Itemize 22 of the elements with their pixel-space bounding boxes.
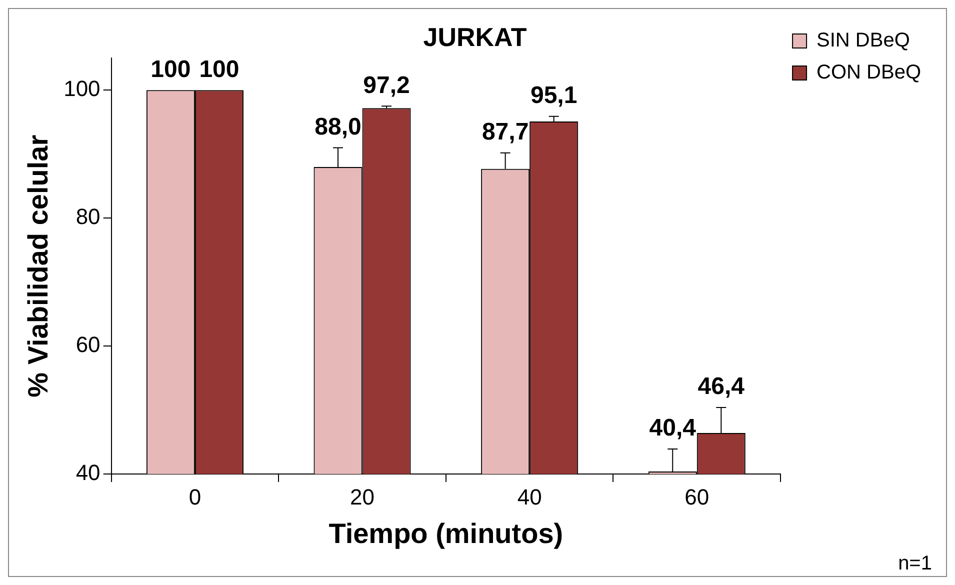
x-tick-label: 40 (517, 484, 542, 510)
data-label: 95,1 (530, 82, 578, 110)
x-axis-title: Tiempo (minutos) (328, 518, 564, 549)
y-axis-title: % Viabilidad celular (22, 134, 54, 398)
y-tick-label: 40 (76, 460, 100, 486)
data-label: 100 (150, 56, 191, 83)
x-tick-label: 0 (188, 484, 202, 510)
y-tick-label: 100 (64, 76, 100, 102)
y-tick-label: 60 (76, 332, 100, 358)
chart-title: JURKAT (423, 22, 527, 52)
data-label: 46,4 (698, 373, 746, 400)
text: n=1 (898, 552, 932, 575)
data-label: 87,7 (482, 118, 529, 146)
x-tick-label: 20 (350, 484, 375, 510)
x-tick-label: 60 (684, 484, 710, 510)
legend-label: SIN DBeQ (816, 30, 910, 52)
data-label: 88,0 (314, 113, 362, 140)
data-label: 100 (199, 56, 240, 83)
data-label: 97,2 (363, 72, 410, 99)
legend-label: CON DBeQ (816, 62, 922, 84)
data-label: 40,4 (649, 414, 697, 442)
y-tick-label: 80 (76, 204, 100, 230)
